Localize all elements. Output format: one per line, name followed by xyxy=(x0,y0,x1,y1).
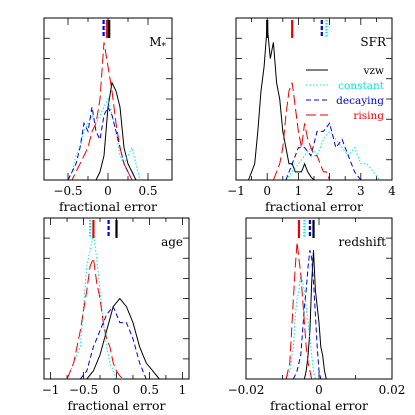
series-decaying xyxy=(292,250,322,380)
x-tick-label: 0 xyxy=(315,383,323,397)
series-decaying xyxy=(285,122,362,181)
x-axis-label: fractional error xyxy=(270,398,368,413)
plot-frame xyxy=(235,17,393,181)
series-vzw xyxy=(303,250,327,380)
series-vzw xyxy=(248,26,315,181)
series-decaying xyxy=(67,105,137,181)
series-constant xyxy=(285,130,380,181)
legend-label-rising: rising xyxy=(353,110,384,122)
x-tick-label: 0.5 xyxy=(140,383,159,397)
x-tick-label: 2 xyxy=(326,184,334,198)
panel-label: M* xyxy=(149,35,166,52)
plot-frame xyxy=(245,217,393,380)
x-axis-label: fractional error xyxy=(68,398,166,413)
plot-frame xyxy=(43,17,173,181)
series-rising xyxy=(285,242,313,380)
panel-label: age xyxy=(161,235,183,249)
x-tick-label: 0 xyxy=(104,184,112,198)
panel-label: redshift xyxy=(338,235,386,249)
x-tick-label: −1 xyxy=(227,184,245,198)
x-tick-label: 1 xyxy=(179,383,187,397)
x-axis-label: fractional error xyxy=(59,199,157,214)
panel-redshift: −0.02 0 0.02 fractional error redshift xyxy=(228,217,406,413)
series-decaying xyxy=(79,305,147,380)
x-tick-label: −0.5 xyxy=(53,184,82,198)
x-axis-label: fractional error xyxy=(265,199,363,214)
panel-sfr: −1 0 1 2 3 4 fractional error SFR vzw constant dec… xyxy=(227,17,396,214)
x-tick-label: 1 xyxy=(295,184,303,198)
series-vzw xyxy=(76,81,140,181)
panel-label: SFR xyxy=(360,35,387,49)
x-tick-label: −0.5 xyxy=(69,383,98,397)
x-tick-label: 0.02 xyxy=(379,383,406,397)
series-rising xyxy=(68,42,136,181)
series-constant xyxy=(285,274,316,380)
x-tick-label: −1 xyxy=(42,383,60,397)
legend-label-decaying: decaying xyxy=(336,95,384,107)
series-constant xyxy=(67,97,141,181)
x-tick-label: 0 xyxy=(263,184,271,198)
series-rising xyxy=(272,82,331,181)
x-tick-label: 4 xyxy=(388,184,396,198)
legend-label-constant: constant xyxy=(338,80,385,92)
panel-age: −1 −0.5 0 0.5 1 fractional error age xyxy=(42,217,190,413)
plot-frame xyxy=(43,217,190,380)
x-tick-label: 3 xyxy=(357,184,365,198)
x-tick-label: −0.02 xyxy=(228,383,265,397)
legend-label-vzw: vzw xyxy=(363,65,384,77)
series-vzw xyxy=(80,297,160,380)
x-tick-label: 0 xyxy=(113,383,121,397)
x-tick-label: 0.5 xyxy=(138,184,157,198)
legend: vzw constant decaying rising xyxy=(306,65,385,122)
series-rising xyxy=(66,256,124,380)
